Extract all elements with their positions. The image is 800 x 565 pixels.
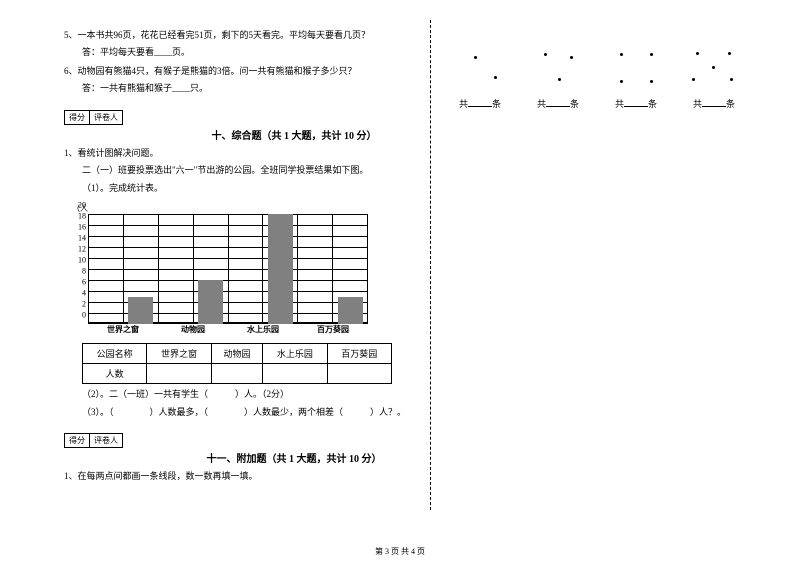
problem-1a: 二（一）班要投票选出"六一"节出游的公园。全班同学投票结果如下图。 (64, 164, 424, 178)
table-cell (147, 364, 211, 384)
dot-box-label: 共条 (600, 97, 672, 110)
column-divider (430, 20, 431, 510)
table-cell (211, 364, 263, 384)
section-11-title: 十一、附加题（共 1 大题，共计 10 分） (164, 450, 424, 465)
bar-chart: （人 02468101214161820 世界之窗动物园水上乐园百万葵园 (70, 203, 424, 335)
dot-box (600, 38, 672, 93)
table-header-label: 公园名称 (83, 344, 147, 364)
summary-table: 公园名称 世界之窗 动物园 水上乐园 百万葵园 人数 (82, 343, 392, 384)
problem-3: （3）。（ ）人数最多，（ ）人数最少，两个相差（ ）人？。 (64, 406, 424, 420)
question-5: 5、一本书共96页，花花已经看完51页，剩下的5天看完。平均每天要看几页？ (64, 28, 424, 42)
grader-label: 评卷人 (90, 111, 122, 124)
table-cell (327, 364, 391, 384)
table-col: 世界之窗 (147, 344, 211, 364)
problem-2: （2）。二（一班）一共有学生（ ）人。（2分） (64, 388, 424, 402)
score-label: 得分 (65, 111, 90, 124)
table-row-label: 人数 (83, 364, 147, 384)
dot-box (678, 38, 750, 93)
dot-box (522, 38, 594, 93)
left-column: 5、一本书共96页，花花已经看完51页，剩下的5天看完。平均每天要看几页？ 答：… (64, 28, 424, 488)
page-footer: 第 3 页 共 4 页 (0, 546, 800, 557)
question-5-answer: 答：平均每天要看____页。 (64, 46, 424, 60)
score-label: 得分 (65, 434, 90, 447)
table-col: 动物园 (211, 344, 263, 364)
chart-xlabels: 世界之窗动物园水上乐园百万葵园 (88, 324, 368, 335)
score-box-10: 得分 评卷人 (64, 110, 123, 125)
question-6: 6、动物园有熊猫4只，有猴子是熊猫的3倍。问一共有熊猫和猴子多少只？ (64, 64, 424, 78)
table-cell (263, 364, 327, 384)
dot-box-label: 共条 (444, 97, 516, 110)
page: 5、一本书共96页，花花已经看完51页，剩下的5天看完。平均每天要看几页？ 答：… (0, 0, 800, 498)
right-column: 共条共条共条共条 (444, 28, 754, 488)
question-6-answer: 答：一共有熊猫和猴子____只。 (64, 82, 424, 96)
question-11: 1、在每两点间都画一条线段，数一数再填一填。 (64, 469, 424, 483)
problem-1b: （1）。完成统计表。 (64, 182, 424, 196)
table-col: 水上乐园 (263, 344, 327, 364)
problem-1: 1、看统计图解决问题。 (64, 146, 424, 160)
score-box-11: 得分 评卷人 (64, 433, 123, 448)
section-10-title: 十、综合题（共 1 大题，共计 10 分） (164, 127, 424, 142)
table-col: 百万葵园 (327, 344, 391, 364)
dot-diagrams: 共条共条共条共条 (444, 38, 754, 110)
chart-ylabel: （人 (72, 203, 424, 214)
dot-box-label: 共条 (522, 97, 594, 110)
grader-label: 评卷人 (90, 434, 122, 447)
dot-box-label: 共条 (678, 97, 750, 110)
dot-box (444, 38, 516, 93)
